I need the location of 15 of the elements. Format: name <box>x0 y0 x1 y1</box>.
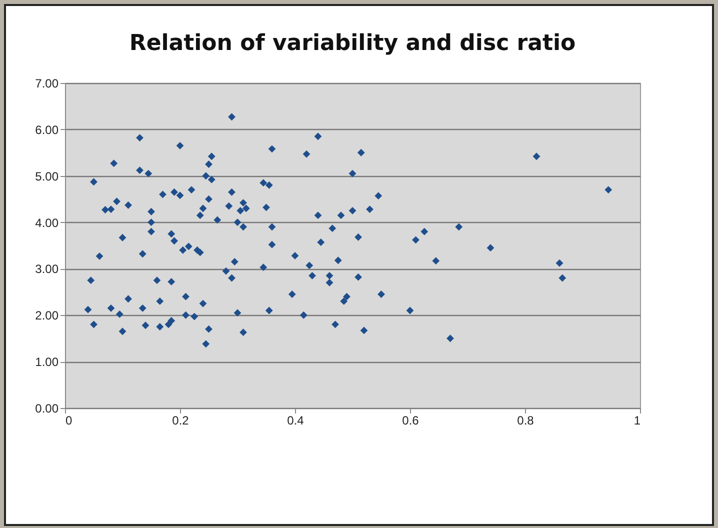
y-tick-label: 1.00 <box>35 355 59 370</box>
x-tick-label: 1 <box>634 414 641 428</box>
chart-title: Relation of variability and disc ratio <box>129 31 576 56</box>
x-tick-label: 0.2 <box>172 414 190 428</box>
x-tick-label: 0.6 <box>402 414 420 428</box>
x-tick-label: 0 <box>66 414 72 428</box>
y-tick-label: 2.00 <box>35 308 59 323</box>
y-tick-label: 6.00 <box>35 122 59 137</box>
y-tick-label: 5.00 <box>35 169 59 184</box>
y-tick-label: 7.00 <box>35 76 59 90</box>
x-tick-label: 0.4 <box>287 414 304 428</box>
y-tick-label: 4.00 <box>35 216 59 230</box>
y-tick-label: 3.00 <box>35 262 59 276</box>
x-tick-label: 0.8 <box>517 414 534 428</box>
y-tick-label: 0.00 <box>35 402 59 416</box>
